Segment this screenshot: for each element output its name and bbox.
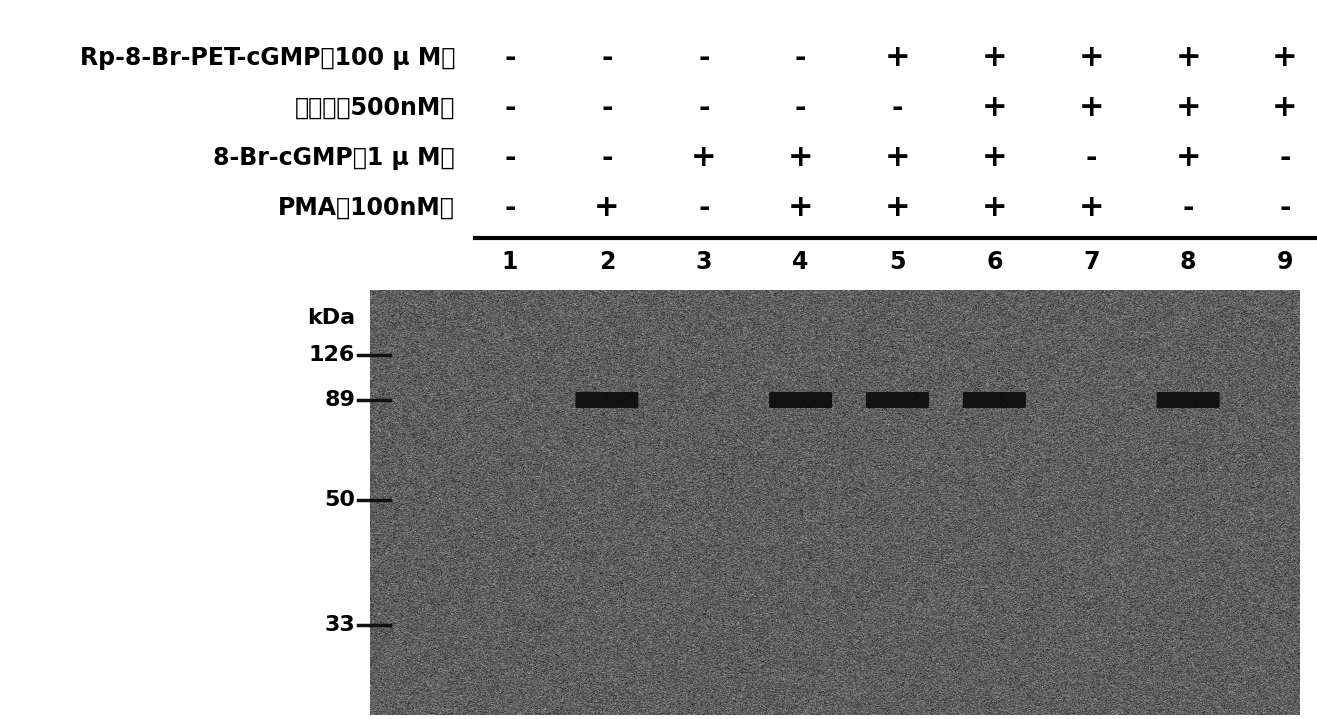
Text: +: + bbox=[1272, 44, 1297, 73]
Text: 2: 2 bbox=[599, 250, 615, 274]
Text: -: - bbox=[698, 44, 710, 72]
Text: -: - bbox=[795, 44, 806, 72]
Text: +: + bbox=[691, 144, 716, 173]
Text: +: + bbox=[1175, 144, 1201, 173]
Text: +: + bbox=[981, 193, 1008, 222]
Text: -: - bbox=[1279, 194, 1291, 222]
Text: -: - bbox=[1279, 144, 1291, 172]
Text: -: - bbox=[601, 144, 612, 172]
Text: +: + bbox=[1079, 93, 1104, 122]
Text: Rp-8-Br-PET-cGMP（100 μ M）: Rp-8-Br-PET-cGMP（100 μ M） bbox=[79, 46, 454, 70]
Text: +: + bbox=[981, 144, 1008, 173]
FancyBboxPatch shape bbox=[1156, 392, 1220, 408]
Text: 1: 1 bbox=[502, 250, 518, 274]
Text: 33: 33 bbox=[324, 615, 356, 635]
FancyBboxPatch shape bbox=[576, 392, 639, 408]
Text: +: + bbox=[885, 44, 910, 73]
Text: 8-Br-cGMP（1 μ M）: 8-Br-cGMP（1 μ M） bbox=[213, 146, 454, 170]
Text: +: + bbox=[788, 144, 814, 173]
Text: -: - bbox=[698, 94, 710, 122]
Text: 7: 7 bbox=[1083, 250, 1100, 274]
Text: +: + bbox=[1272, 93, 1297, 122]
Text: -: - bbox=[795, 94, 806, 122]
Text: -: - bbox=[1183, 194, 1195, 222]
Text: +: + bbox=[1079, 193, 1104, 222]
Text: 50: 50 bbox=[324, 490, 356, 510]
Text: 9: 9 bbox=[1276, 250, 1293, 274]
Text: -: - bbox=[504, 194, 516, 222]
Text: -: - bbox=[504, 144, 516, 172]
Text: -: - bbox=[892, 94, 903, 122]
FancyBboxPatch shape bbox=[963, 392, 1026, 408]
FancyBboxPatch shape bbox=[769, 392, 832, 408]
Text: -: - bbox=[601, 94, 612, 122]
Text: 89: 89 bbox=[324, 390, 356, 410]
Text: -: - bbox=[504, 44, 516, 72]
Text: +: + bbox=[885, 193, 910, 222]
Text: 6: 6 bbox=[986, 250, 1002, 274]
Text: +: + bbox=[594, 193, 620, 222]
Text: +: + bbox=[788, 193, 814, 222]
Text: +: + bbox=[1079, 44, 1104, 73]
FancyBboxPatch shape bbox=[867, 392, 928, 408]
Text: -: - bbox=[1085, 144, 1097, 172]
Text: 岠田酸（500nM）: 岠田酸（500nM） bbox=[295, 96, 454, 120]
Text: +: + bbox=[1175, 44, 1201, 73]
Text: 5: 5 bbox=[889, 250, 906, 274]
Text: -: - bbox=[698, 194, 710, 222]
Text: 3: 3 bbox=[695, 250, 712, 274]
Text: -: - bbox=[601, 44, 612, 72]
Text: PMA（100nM）: PMA（100nM） bbox=[278, 196, 454, 220]
Text: 126: 126 bbox=[308, 345, 356, 365]
Text: +: + bbox=[1175, 93, 1201, 122]
Text: -: - bbox=[504, 94, 516, 122]
Text: +: + bbox=[885, 144, 910, 173]
Text: +: + bbox=[981, 44, 1008, 73]
Text: kDa: kDa bbox=[307, 308, 356, 328]
Text: 8: 8 bbox=[1180, 250, 1196, 274]
Text: 4: 4 bbox=[793, 250, 809, 274]
Text: +: + bbox=[981, 93, 1008, 122]
